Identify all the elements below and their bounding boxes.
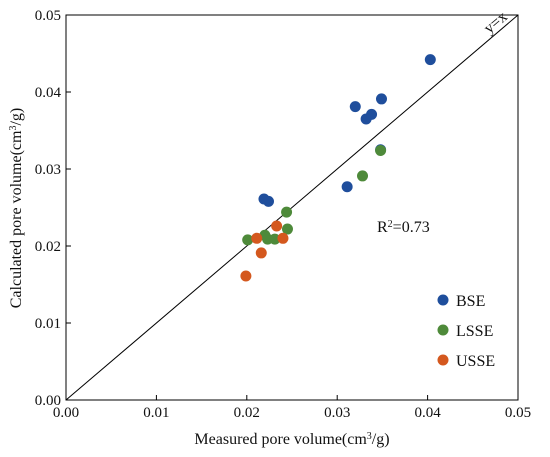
data-point-lsse [281, 206, 293, 218]
x-tick-label: 0.00 [53, 405, 79, 421]
data-point-usse [240, 270, 252, 282]
legend: BSE LSSE USSE [437, 293, 495, 370]
legend-label-lsse: LSSE [456, 323, 493, 340]
r-squared-suffix: =0.73 [393, 219, 430, 236]
y-tick-label: 0.00 [35, 393, 61, 409]
y-tick-label: 0.02 [35, 239, 61, 255]
y-tick-label: 0.04 [35, 85, 62, 101]
data-point-lsse [269, 233, 281, 245]
y-axis-title-suffix: /g) [8, 108, 25, 126]
data-point-lsse [281, 223, 293, 235]
data-point-lsse [375, 145, 387, 157]
y-axis-title-prefix: Calculated pore volume(cm [8, 130, 25, 308]
y-axis-ticks: 0.00 0.01 0.02 0.03 0.04 0.05 [35, 8, 71, 409]
y-tick-label: 0.03 [35, 162, 61, 178]
y-axis-title-sup: 3 [8, 126, 19, 131]
x-axis-title-prefix: Measured pore volume(cm [194, 431, 367, 448]
data-point-usse [277, 232, 289, 244]
x-axis-title-sup: 3 [367, 431, 372, 442]
r-squared-sup: 2 [388, 219, 393, 230]
legend-marker-lsse [437, 324, 449, 336]
data-point-usse [255, 247, 267, 259]
data-point-bse [375, 93, 387, 105]
data-point-lsse [357, 170, 369, 182]
legend-marker-bse [437, 294, 449, 306]
legend-label-usse: USSE [456, 353, 495, 370]
data-point-bse [262, 195, 274, 207]
r-squared-annotation: R2=0.73 [377, 219, 430, 237]
legend-marker-usse [437, 354, 449, 366]
data-point-usse [271, 220, 283, 232]
r-squared-prefix: R [377, 219, 388, 236]
data-point-bse [349, 101, 361, 113]
x-axis-title-suffix: /g) [372, 431, 390, 448]
data-point-bse [424, 54, 436, 66]
data-point-usse [251, 232, 263, 244]
x-tick-label: 0.02 [234, 405, 260, 421]
data-point-lsse [242, 234, 254, 246]
x-tick-label: 0.05 [505, 405, 531, 421]
x-tick-label: 0.04 [414, 405, 441, 421]
data-point-bse [366, 108, 378, 120]
data-points [240, 54, 436, 282]
data-point-bse [341, 181, 353, 193]
x-axis-title: Measured pore volume(cm3/g) [194, 431, 389, 449]
reference-line-y-equals-x [65, 14, 519, 401]
y-axis-title: Calculated pore volume(cm3/g) [8, 108, 26, 309]
x-axis-ticks: 0.00 0.01 0.02 0.03 0.04 0.05 [53, 395, 531, 421]
legend-label-bse: BSE [456, 293, 485, 310]
x-tick-label: 0.03 [324, 405, 350, 421]
y-tick-label: 0.05 [35, 8, 61, 24]
x-tick-label: 0.01 [143, 405, 169, 421]
y-tick-label: 0.01 [35, 316, 61, 332]
